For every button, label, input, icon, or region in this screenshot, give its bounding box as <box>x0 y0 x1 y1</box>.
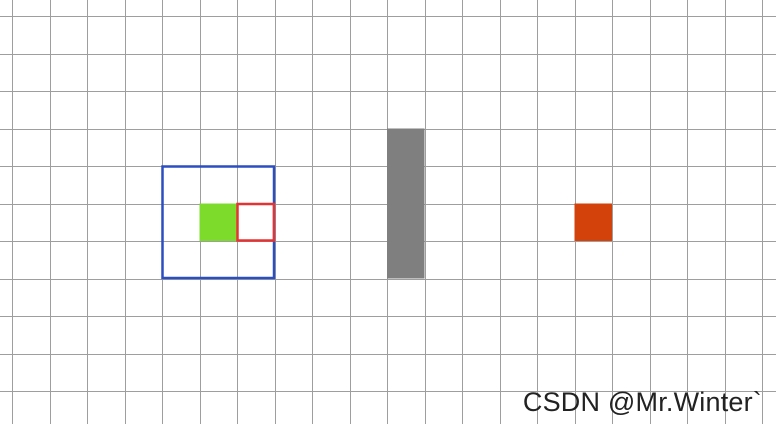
watermark-text: CSDN @Mr.Winter` <box>522 387 762 417</box>
grid-shapes <box>161 128 612 280</box>
current-cell <box>199 203 237 241</box>
candidate-cell <box>236 202 276 242</box>
goal-cell <box>574 203 612 241</box>
obstacle <box>387 128 425 279</box>
